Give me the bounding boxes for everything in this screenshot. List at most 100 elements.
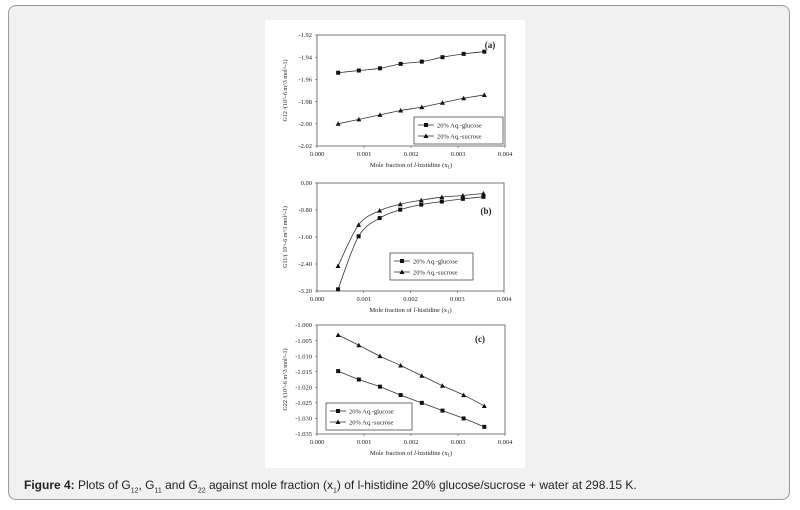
triangle-marker bbox=[356, 342, 362, 348]
legend-entry: 20% Aq.-sucrose bbox=[413, 269, 458, 276]
legend-entry: 20% Aq.-glucose bbox=[413, 258, 458, 265]
legend-box bbox=[325, 402, 413, 431]
label-part: l bbox=[414, 450, 416, 457]
triangle-marker bbox=[439, 194, 445, 200]
triangle-marker bbox=[397, 201, 403, 207]
square-marker bbox=[356, 377, 361, 382]
x-tick-label: 0.003 bbox=[451, 151, 466, 158]
square-marker bbox=[336, 70, 341, 75]
triangle-marker bbox=[356, 116, 362, 122]
caption-sub: 1 bbox=[333, 487, 337, 495]
x-tick-label: 0.003 bbox=[451, 439, 466, 446]
y-axis-label: G22 /(10^-6 m^3 mol^-1) bbox=[282, 349, 289, 411]
x-tick-label: 0.003 bbox=[450, 296, 465, 303]
square-marker bbox=[356, 68, 361, 73]
triangle-marker bbox=[398, 107, 404, 113]
square-marker bbox=[440, 408, 445, 413]
square-marker bbox=[482, 49, 487, 54]
square-marker bbox=[336, 369, 341, 374]
caption-sub: 11 bbox=[154, 487, 162, 495]
triangle-marker bbox=[335, 332, 341, 337]
y-tick-label: -2.02 bbox=[298, 143, 312, 150]
y-tick-label: -3.20 bbox=[298, 288, 312, 295]
panel-label: (b) bbox=[481, 206, 492, 216]
chart-panel-c: 0.000 0.001 0.002 0.003 0.004 -1.000 -1.005 -1.… bbox=[282, 322, 513, 458]
x-tick-label: 0.001 bbox=[356, 296, 371, 303]
y-axis-label: G11/( 10^-6 m^3 mol^-1) bbox=[282, 206, 289, 268]
caption-text: ) of l-histidine 20% glucose/sucrose + w… bbox=[336, 478, 637, 492]
x-tick-label: 0.002 bbox=[403, 296, 418, 303]
square-marker bbox=[377, 384, 382, 389]
label-part: -histidine (x bbox=[416, 162, 448, 169]
square-marker bbox=[424, 123, 428, 127]
panel-label: (c) bbox=[475, 334, 485, 344]
caption-text: , G bbox=[138, 478, 155, 492]
caption-sub: 22 bbox=[197, 487, 206, 495]
square-marker bbox=[400, 259, 404, 263]
series-glucose bbox=[336, 194, 486, 292]
square-marker bbox=[398, 393, 403, 398]
triangle-marker bbox=[399, 269, 405, 274]
square-marker bbox=[336, 287, 341, 292]
y-tick-label: -1.005 bbox=[295, 338, 312, 345]
label-sub: 1 bbox=[447, 454, 450, 459]
y-tick-label: -2.40 bbox=[298, 261, 312, 268]
x-tick-label: 0.000 bbox=[310, 151, 325, 158]
caption-text: against mole fraction (x bbox=[205, 478, 334, 492]
triangle-marker bbox=[419, 104, 425, 110]
y-tick-label: -1.60 bbox=[298, 234, 312, 241]
label-sub: 1 bbox=[447, 311, 450, 316]
x-tick-label: 0.002 bbox=[404, 151, 419, 158]
triangle-marker bbox=[377, 112, 383, 117]
figure-caption: Figure 4: Plots of G12, G11 and G22 agai… bbox=[24, 478, 637, 494]
y-tick-label: -1.000 bbox=[295, 322, 312, 329]
triangle-marker bbox=[480, 190, 486, 196]
x-tick-label: 0.002 bbox=[404, 439, 419, 446]
x-tick-label: 0.001 bbox=[357, 151, 372, 158]
x-axis-label: Mole fraction of l-histidine (x1) bbox=[370, 162, 452, 171]
legend-box bbox=[413, 116, 504, 145]
caption-text: and G bbox=[161, 478, 198, 492]
square-marker bbox=[398, 207, 403, 212]
x-axis-label: Mole fraction of l-histidine (x1) bbox=[370, 450, 452, 459]
square-marker bbox=[377, 216, 382, 221]
series-line bbox=[338, 94, 485, 125]
label-part: Mole fraction of bbox=[369, 307, 413, 314]
series-sucrose bbox=[335, 190, 486, 269]
y-tick-label: -1.030 bbox=[295, 416, 312, 423]
caption-text: Plots of G bbox=[74, 478, 131, 492]
x-tick-label: 0.000 bbox=[310, 296, 325, 303]
square-marker bbox=[377, 66, 382, 71]
label-part: l bbox=[414, 307, 416, 314]
x-tick-label: 0.004 bbox=[498, 151, 513, 158]
y-tick-label: -1.96 bbox=[298, 77, 312, 84]
series-sucrose bbox=[335, 332, 487, 408]
y-tick-label: -1.010 bbox=[295, 353, 312, 360]
triangle-marker bbox=[461, 392, 467, 398]
triangle-marker bbox=[439, 100, 445, 105]
legend-entry: 20% Aq.-sucrose bbox=[437, 133, 482, 140]
square-marker bbox=[356, 234, 361, 239]
triangle-marker bbox=[335, 419, 341, 424]
caption-sub: 12 bbox=[130, 487, 139, 495]
triangle-marker bbox=[335, 263, 341, 269]
series-line bbox=[337, 193, 484, 267]
y-tick-label: -1.015 bbox=[295, 369, 312, 376]
y-tick-label: -1.94 bbox=[298, 54, 312, 61]
y-tick-label: -1.020 bbox=[295, 384, 312, 391]
y-tick-label: -2.00 bbox=[298, 121, 312, 128]
series-sucrose bbox=[335, 92, 487, 126]
label-part: Mole fraction of bbox=[370, 162, 414, 169]
label-part: Mole fraction of bbox=[370, 450, 414, 457]
x-tick-label: 0.004 bbox=[498, 439, 513, 446]
square-marker bbox=[461, 51, 466, 56]
legend-box bbox=[389, 252, 474, 281]
y-tick-label: -1.98 bbox=[298, 99, 312, 106]
triangle-marker bbox=[481, 403, 487, 408]
x-axis-label: Mole fraction of l-histidine (x1) bbox=[369, 307, 451, 316]
caption-label: Figure 4: bbox=[24, 478, 75, 492]
y-tick-label: -0.80 bbox=[298, 207, 312, 214]
legend: 20% Aq.-glucose 20% Aq.-sucrose bbox=[413, 116, 504, 145]
triangle-marker bbox=[377, 353, 383, 359]
